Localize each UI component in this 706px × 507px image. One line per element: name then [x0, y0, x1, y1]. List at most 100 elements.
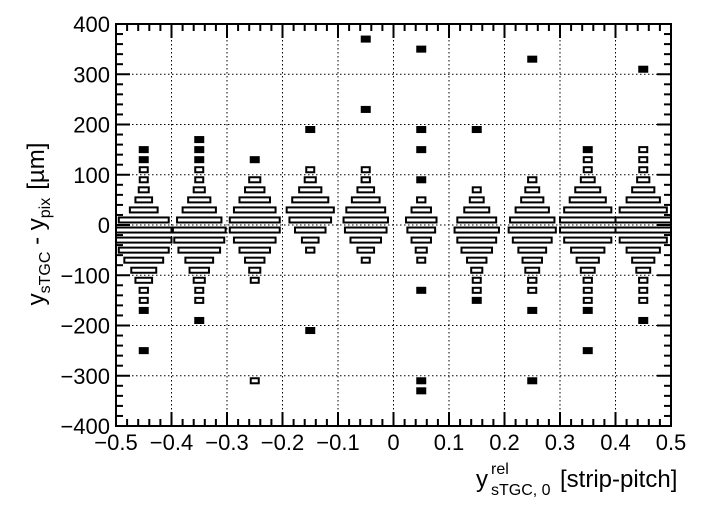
tick-labels: −0.5 −0.4 −0.3 −0.2 −0.1 0 0.1 0.2 0.3 0.4 0.5 −400…	[60, 12, 686, 455]
data-box	[232, 236, 277, 244]
data-box	[305, 246, 316, 254]
data-box	[228, 216, 281, 224]
x-tick-label: −0.1	[316, 430, 359, 455]
data-box	[618, 206, 668, 214]
data-box	[138, 146, 149, 154]
data-box	[138, 296, 149, 304]
data-box	[115, 226, 173, 234]
data-box	[134, 196, 154, 204]
data-box	[638, 296, 649, 304]
data-box	[507, 226, 557, 234]
data-box	[582, 166, 593, 174]
data-box	[138, 347, 149, 355]
data-box	[575, 256, 600, 264]
data-box	[248, 176, 262, 184]
y-axis-title-mid: -	[23, 230, 50, 251]
data-box	[138, 176, 149, 184]
data-box	[356, 186, 376, 194]
data-boxes	[115, 35, 672, 395]
data-box	[123, 256, 165, 264]
data-box	[635, 266, 652, 274]
data-box	[285, 206, 335, 214]
data-box	[345, 206, 387, 214]
data-box	[514, 206, 550, 214]
data-box	[416, 126, 427, 134]
data-box	[228, 226, 281, 234]
data-box	[638, 65, 649, 73]
data-box	[527, 306, 538, 314]
data-box	[524, 186, 541, 194]
data-box	[625, 196, 661, 204]
data-box	[638, 146, 649, 154]
data-box	[194, 296, 205, 304]
x-tick-label: 0.3	[545, 430, 576, 455]
data-box	[293, 226, 327, 234]
data-box	[410, 206, 432, 214]
data-box	[194, 136, 205, 144]
data-box	[115, 236, 173, 244]
data-box	[471, 296, 482, 304]
x-axis-title-unit: [strip-pitch]	[560, 466, 677, 493]
data-box	[187, 196, 212, 204]
data-box	[350, 196, 381, 204]
data-box	[579, 176, 596, 184]
data-box	[416, 45, 427, 53]
data-box	[181, 206, 217, 214]
x-tick-label: −0.2	[261, 430, 304, 455]
y-tick-label: 400	[73, 12, 110, 37]
data-box	[527, 276, 538, 284]
data-box	[305, 166, 316, 174]
data-box	[638, 276, 649, 284]
y-axis-title-unit: [µm]	[23, 143, 50, 190]
y-axis-title-a: y	[23, 293, 50, 305]
data-box	[466, 256, 488, 264]
y-axis-title-b: y	[23, 218, 50, 230]
data-box	[360, 105, 371, 113]
data-box	[232, 206, 277, 214]
data-box	[349, 236, 383, 244]
data-box	[614, 226, 672, 234]
y-tick-label: 300	[73, 62, 110, 87]
data-box	[360, 176, 371, 184]
data-box	[582, 286, 593, 294]
data-box	[171, 226, 227, 234]
data-box	[184, 256, 215, 264]
x-axis-title-sup: rel	[491, 461, 509, 478]
data-box	[517, 246, 548, 254]
data-box	[568, 196, 607, 204]
x-tick-label: 0.5	[656, 430, 687, 455]
data-box	[406, 226, 437, 234]
data-box	[582, 156, 593, 164]
data-box	[128, 206, 159, 214]
data-box	[582, 146, 593, 154]
y-tick-label: −400	[60, 414, 110, 439]
data-box	[188, 266, 210, 274]
data-box	[194, 176, 205, 184]
data-box	[636, 176, 651, 184]
y-axis-title-a-sub: sTGC	[37, 252, 54, 294]
y-tick-label: −300	[60, 364, 110, 389]
data-box	[138, 156, 149, 164]
data-box	[527, 176, 538, 184]
data-box	[249, 156, 260, 164]
data-box	[520, 196, 545, 204]
data-box	[300, 236, 320, 244]
data-box	[137, 186, 150, 194]
data-box	[303, 176, 317, 184]
data-box	[194, 166, 205, 174]
data-box	[527, 286, 538, 294]
data-box	[460, 246, 494, 254]
data-box	[471, 276, 482, 284]
data-box	[582, 347, 593, 355]
data-box	[521, 256, 543, 264]
data-box	[134, 276, 154, 284]
data-box	[631, 186, 656, 194]
data-box	[574, 186, 602, 194]
data-box	[360, 166, 371, 174]
data-box	[360, 35, 371, 43]
data-box	[470, 266, 484, 274]
data-box	[356, 246, 376, 254]
data-box	[559, 216, 617, 224]
data-box	[305, 126, 316, 134]
data-box	[582, 276, 593, 284]
